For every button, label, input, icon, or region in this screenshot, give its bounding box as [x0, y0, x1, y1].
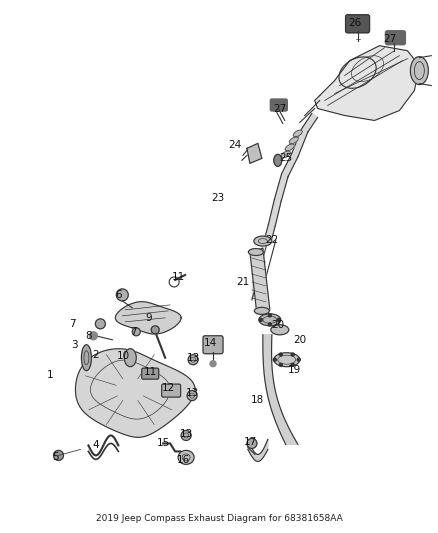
Ellipse shape	[285, 144, 294, 151]
Polygon shape	[314, 46, 419, 120]
Circle shape	[95, 319, 106, 329]
Circle shape	[297, 358, 300, 361]
Polygon shape	[75, 349, 195, 437]
FancyBboxPatch shape	[203, 336, 223, 354]
Ellipse shape	[178, 450, 194, 464]
Text: 2: 2	[92, 350, 99, 360]
Ellipse shape	[248, 248, 263, 255]
Circle shape	[291, 353, 294, 356]
Text: 14: 14	[203, 338, 217, 348]
Circle shape	[291, 364, 294, 366]
Text: 15: 15	[156, 439, 170, 448]
Text: 6: 6	[115, 290, 122, 300]
Ellipse shape	[410, 56, 428, 85]
Polygon shape	[263, 335, 298, 445]
Ellipse shape	[293, 130, 302, 137]
Text: 12: 12	[162, 383, 175, 393]
Circle shape	[188, 355, 198, 365]
Polygon shape	[292, 129, 308, 157]
Text: 23: 23	[212, 193, 225, 203]
Ellipse shape	[289, 137, 298, 144]
Circle shape	[273, 358, 276, 361]
Circle shape	[279, 353, 283, 356]
Circle shape	[268, 323, 271, 326]
Polygon shape	[250, 248, 270, 314]
Text: 20: 20	[293, 335, 306, 345]
Text: 13: 13	[180, 430, 193, 440]
Ellipse shape	[274, 353, 300, 367]
Circle shape	[53, 450, 64, 461]
Circle shape	[277, 318, 280, 321]
Ellipse shape	[81, 345, 92, 370]
Text: 13: 13	[187, 353, 200, 363]
Text: 22: 22	[265, 235, 279, 245]
FancyBboxPatch shape	[142, 368, 159, 379]
Polygon shape	[282, 154, 298, 177]
Circle shape	[279, 364, 283, 366]
Text: 27: 27	[273, 103, 286, 114]
Text: 18: 18	[251, 394, 265, 405]
Text: 19: 19	[288, 365, 301, 375]
Ellipse shape	[259, 314, 281, 326]
Polygon shape	[115, 302, 181, 334]
Ellipse shape	[124, 349, 136, 367]
Ellipse shape	[254, 308, 269, 314]
Text: 5: 5	[52, 453, 59, 463]
Text: 13: 13	[185, 387, 199, 398]
Polygon shape	[265, 224, 275, 241]
Circle shape	[247, 439, 257, 448]
Text: 7: 7	[69, 319, 76, 329]
Text: 11: 11	[172, 272, 185, 282]
Text: 3: 3	[71, 340, 78, 350]
Text: 26: 26	[348, 18, 361, 28]
Text: 16: 16	[177, 455, 190, 465]
Circle shape	[89, 332, 97, 340]
Polygon shape	[275, 174, 288, 201]
Text: 2019 Jeep Compass Exhaust Diagram for 68381658AA: 2019 Jeep Compass Exhaust Diagram for 68…	[95, 514, 343, 523]
Circle shape	[117, 289, 128, 301]
Text: 20: 20	[271, 320, 284, 330]
Text: 9: 9	[145, 313, 152, 323]
Ellipse shape	[254, 236, 272, 246]
Text: 10: 10	[117, 351, 130, 361]
Circle shape	[187, 391, 197, 401]
Polygon shape	[302, 114, 318, 132]
Circle shape	[132, 328, 140, 336]
Text: 11: 11	[144, 367, 157, 377]
Ellipse shape	[271, 325, 289, 335]
Text: 7: 7	[130, 327, 137, 337]
Polygon shape	[247, 143, 262, 163]
Circle shape	[151, 326, 159, 334]
Text: 27: 27	[383, 34, 396, 44]
Text: 17: 17	[244, 438, 258, 447]
FancyBboxPatch shape	[385, 31, 406, 45]
Text: 1: 1	[47, 370, 54, 379]
Text: 21: 21	[236, 277, 250, 287]
Ellipse shape	[281, 151, 290, 158]
FancyBboxPatch shape	[346, 15, 370, 33]
FancyBboxPatch shape	[270, 99, 287, 111]
Text: 4: 4	[92, 440, 99, 450]
Circle shape	[268, 314, 271, 317]
Text: 24: 24	[228, 140, 242, 150]
Polygon shape	[268, 199, 281, 226]
Text: 8: 8	[85, 331, 92, 341]
Text: 25: 25	[279, 154, 293, 163]
Ellipse shape	[274, 155, 282, 166]
Circle shape	[259, 318, 262, 321]
FancyBboxPatch shape	[162, 384, 180, 397]
Polygon shape	[248, 439, 268, 462]
Circle shape	[210, 361, 216, 367]
Circle shape	[181, 431, 191, 440]
